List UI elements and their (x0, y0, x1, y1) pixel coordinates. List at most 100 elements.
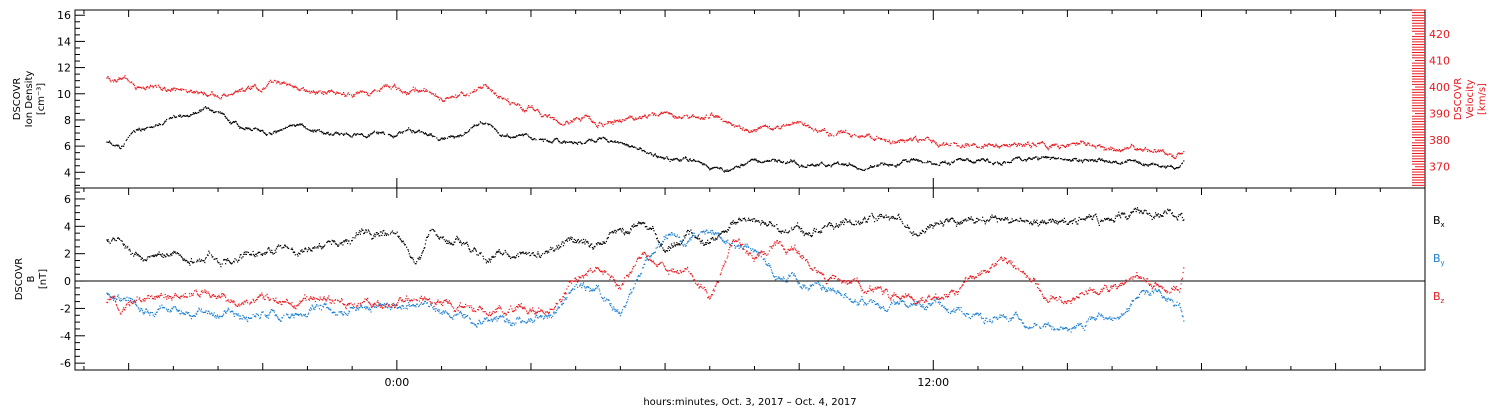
series-top-0-point (1111, 162, 1113, 164)
series-top-1-point (939, 144, 941, 146)
series-top-0-point (432, 135, 434, 137)
series-bottom-1-point (357, 309, 359, 311)
series-top-0-point (483, 123, 485, 125)
series-bottom-0-point (908, 227, 910, 229)
series-bottom-1-point (508, 319, 510, 321)
series-top-1-point (1038, 142, 1040, 144)
series-bottom-0-point (1110, 219, 1112, 221)
series-top-1-point (495, 92, 497, 94)
series-bottom-0-point (1032, 223, 1034, 225)
series-bottom-1-point (194, 315, 196, 317)
series-top-1-point (413, 89, 415, 91)
series-top-0-point (663, 158, 665, 160)
series-bottom-0-point (917, 235, 919, 237)
series-top-1-point (235, 90, 237, 92)
series-top-1-point (1180, 153, 1182, 155)
series-top-0-point (520, 134, 522, 136)
series-top-0-point (1020, 159, 1023, 161)
series-bottom-1-point (334, 314, 337, 316)
series-top-0-point (666, 156, 668, 158)
series-top-0-point (430, 134, 432, 136)
series-top-0-point (855, 167, 858, 169)
series-top-1-point (139, 86, 141, 88)
series-top-1-point (990, 144, 992, 146)
series-top-0-point (884, 163, 886, 165)
series-top-0-point (1177, 167, 1179, 169)
series-bottom-0-point (191, 261, 193, 263)
series-bottom-0-point (164, 254, 166, 256)
series-bottom-1-point (514, 324, 516, 326)
series-bottom-0-point (1050, 221, 1052, 223)
series-top-0-point (1140, 163, 1143, 166)
series-top-1-point (595, 123, 597, 125)
series-bottom-1-point (536, 314, 538, 317)
series-bottom-1-point (584, 287, 586, 289)
series-bottom-0-point (178, 253, 180, 255)
series-top-0-point (638, 148, 640, 150)
series-top-1-point (1089, 144, 1091, 147)
series-bottom-0-point (143, 259, 145, 261)
series-top-1-point (1168, 153, 1170, 155)
series-bottom-1-point (388, 304, 390, 306)
series-top-0-point (1011, 159, 1013, 162)
series-top-0-point (145, 127, 148, 129)
series-bottom-1-point (441, 313, 443, 315)
series-top-1-point (155, 84, 157, 86)
series-bottom-0-point (355, 232, 357, 234)
series-top-0-point (872, 166, 874, 168)
series-top-0-point (743, 164, 745, 166)
series-top-1-point (506, 100, 508, 102)
series-top-0-point (442, 138, 444, 140)
series-bottom-0-point (754, 218, 756, 220)
series-top-1-point (383, 85, 385, 87)
series-top-1-point (709, 114, 711, 116)
series-top-1-point (171, 88, 173, 90)
series-bottom-0-point (369, 233, 371, 235)
series-top-0-point (880, 162, 882, 164)
series-top-0-point (225, 117, 227, 119)
series-top-0-point (233, 121, 235, 123)
series-bottom-1-point (476, 326, 478, 328)
series-bottom-1-point (329, 308, 331, 310)
series-top-0-point (1172, 166, 1174, 168)
series-bottom-0-point (509, 256, 511, 258)
series-top-0-point (1094, 159, 1096, 161)
series-top-0-point (162, 123, 164, 125)
series-top-1-point (670, 113, 672, 115)
series-bottom-0-point (451, 243, 453, 245)
series-top-1-point (458, 94, 460, 96)
series-bottom-1-point (596, 287, 598, 289)
series-top-0-point (616, 141, 618, 143)
series-top-0-point (1032, 157, 1034, 159)
series-top-1-point (1049, 145, 1051, 147)
series-top-1-point (1091, 145, 1093, 147)
series-bottom-1-point (531, 319, 533, 321)
series-top-0-point (806, 166, 808, 168)
series-top-0-point (847, 164, 849, 166)
series-bottom-0-point (707, 239, 709, 241)
series-bottom-0-point (640, 223, 642, 225)
series-top-1-point (788, 124, 790, 126)
series-bottom-0-point (296, 253, 298, 255)
top-ytick-label: 12 (57, 62, 71, 75)
series-bottom-0-point (1017, 220, 1019, 222)
series-bottom-0-point (323, 245, 325, 247)
series-top-1-point (1109, 148, 1111, 150)
series-top-0-point (939, 164, 941, 166)
series-top-0-point (627, 144, 629, 146)
series-top-0-point (408, 127, 410, 129)
series-top-0-point (439, 139, 441, 141)
series-top-0-point (557, 139, 559, 141)
series-top-0-point (383, 132, 385, 134)
series-top-0-point (914, 159, 916, 161)
series-bottom-1-point (245, 317, 247, 319)
series-top-0-point (316, 129, 318, 131)
series-top-1-point (520, 106, 522, 109)
series-top-0-point (294, 125, 296, 127)
series-top-0-point (1132, 160, 1134, 162)
series-top-0-point (819, 163, 821, 165)
series-top-1-point (224, 94, 226, 96)
series-top-1-point (716, 115, 718, 117)
series-bottom-1-point (444, 311, 446, 313)
series-bottom-1-point (249, 317, 251, 319)
